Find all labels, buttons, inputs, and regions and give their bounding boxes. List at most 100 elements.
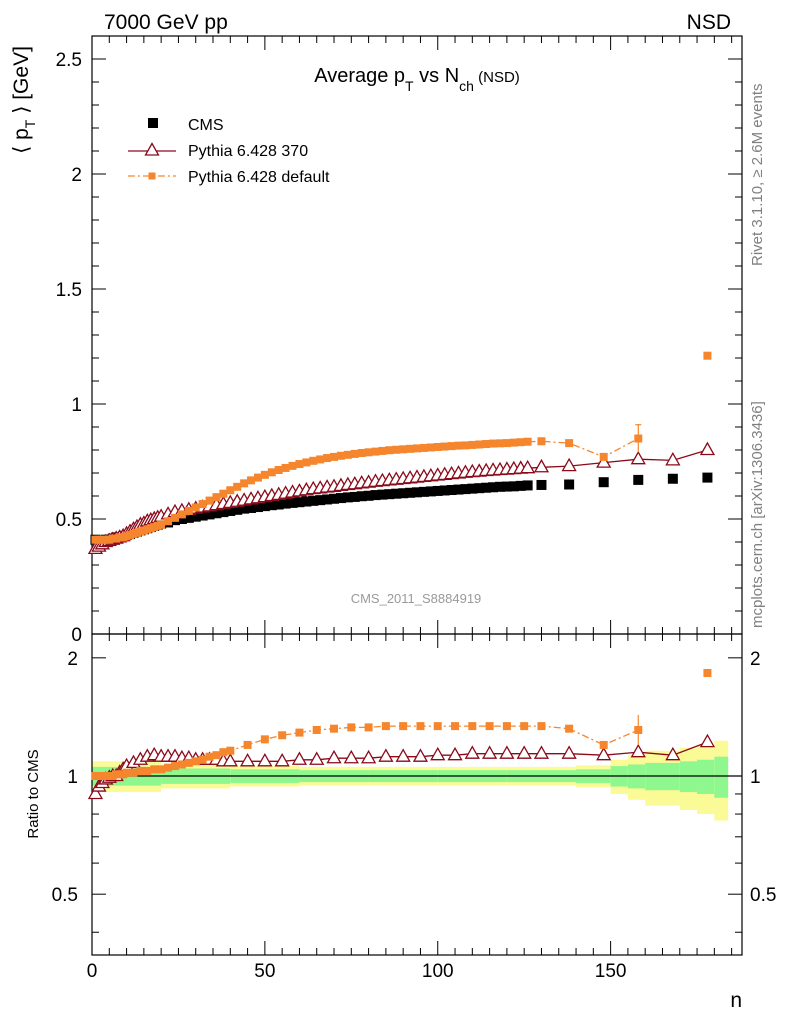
header-right: NSD (687, 11, 731, 34)
point-pythia-370 (699, 441, 716, 456)
point-pythia-default (399, 445, 408, 454)
mcplots-label: mcplots.cern.ch [arXiv:1306.3436] (749, 401, 766, 628)
ratio-point-pythia-370 (291, 751, 308, 765)
y-tick-label-ratio-right: 0.5 (750, 885, 776, 906)
point-cms (190, 511, 201, 522)
point-pythia-default (565, 439, 574, 448)
point-cms (204, 509, 215, 520)
legend-marker-pythia-370 (144, 142, 160, 156)
ratio-point-pythia-default (164, 763, 173, 772)
ratio-point-pythia-370 (630, 743, 646, 758)
ratio-point-pythia-default (219, 748, 228, 757)
point-cms (315, 495, 326, 506)
legend-marker-cms (148, 118, 158, 128)
point-pythia-default (198, 500, 207, 509)
ratio-point-pythia-default (416, 722, 425, 731)
point-cms (474, 483, 485, 494)
point-cms (460, 484, 471, 495)
point-cms (501, 481, 512, 492)
point-cms (398, 488, 409, 499)
point-pythia-370 (630, 450, 646, 465)
legend-label-cms: CMS (188, 117, 224, 134)
point-pythia-default (240, 479, 249, 488)
ratio-point-pythia-370 (699, 733, 716, 748)
svg-text:Average pT vs Nch (NSD): Average pT vs Nch (NSD) (314, 65, 520, 94)
ratio-point-pythia-370 (326, 749, 342, 764)
point-pythia-default (288, 461, 297, 470)
ratio-point-pythia-default (136, 766, 145, 775)
ratio-point-pythia-370 (464, 745, 480, 759)
svg-text:⟨ pT ⟩ [GeV]: ⟨ pT ⟩ [GeV] (10, 46, 38, 154)
point-cms (356, 491, 367, 502)
analysis-watermark: CMS_2011_S8884919 (351, 591, 482, 606)
point-pythia-default (260, 470, 269, 479)
point-pythia-default (226, 486, 235, 495)
point-cms (218, 507, 229, 518)
ratio-point-pythia-370 (481, 745, 498, 759)
point-pythia-default (489, 439, 498, 448)
title-base: Average p (314, 65, 405, 87)
point-pythia-default (392, 445, 401, 454)
point-cms (370, 490, 381, 501)
ratio-point-pythia-default (243, 740, 252, 749)
point-pythia-default (537, 437, 546, 446)
point-pythia-370 (533, 458, 550, 473)
point-pythia-default (357, 448, 366, 457)
point-cms (225, 505, 236, 516)
point-pythia-default (184, 506, 193, 515)
axes: 0 50 100 150 0 0.5 1 1.5 2 2.5 0.5 0.5 1 1 2 2 (52, 35, 776, 982)
point-pythia-default (336, 451, 345, 460)
point-pythia-370 (561, 457, 577, 472)
y-tick-label-main: 2.5 (56, 50, 82, 71)
ratio-point-pythia-default (468, 722, 477, 731)
ratio-point-pythia-default (170, 762, 179, 771)
y-axis-label-main: ⟨ pT ⟩ [GeV] (10, 46, 38, 154)
ratio-point-pythia-default (502, 722, 511, 731)
y-tick-label-ratio-left: 0.5 (52, 885, 78, 906)
point-cms (522, 480, 533, 491)
point-cms (273, 499, 284, 510)
ratio-point-pythia-default (177, 760, 186, 769)
ratio-point-pythia-default (184, 758, 193, 767)
ylabel-post: ⟩ [GeV] (10, 46, 33, 120)
point-pythia-default (205, 496, 214, 505)
y-tick-label-main: 0.5 (56, 510, 82, 531)
point-cms (308, 495, 319, 506)
point-cms (598, 477, 609, 488)
ratio-point-pythia-370 (309, 751, 325, 765)
ratio-point-pythia-370 (561, 745, 577, 759)
legend-item-cms: CMS (148, 117, 224, 134)
y-tick-label-ratio-left: 1 (67, 767, 78, 788)
point-pythia-370 (596, 454, 612, 468)
point-pythia-default (378, 446, 387, 455)
rivet-label: Rivet 3.1.10, ≥ 2.6M events (749, 84, 766, 267)
point-pythia-default (267, 468, 276, 477)
ratio-point-pythia-370 (395, 748, 411, 762)
legend-marker-pythia-default (148, 172, 156, 180)
point-cms (259, 501, 270, 512)
point-pythia-default (440, 442, 449, 451)
point-cms (405, 487, 416, 498)
ratio-point-pythia-default (347, 723, 356, 732)
point-cms (439, 485, 450, 496)
ratio-point-pythia-default (212, 751, 221, 760)
point-cms (425, 486, 436, 497)
header-left: 7000 GeV pp (104, 11, 228, 34)
title-mid: vs N (414, 65, 460, 87)
point-cms (322, 494, 333, 505)
y-tick-label-ratio-right: 2 (750, 649, 761, 670)
point-cms (266, 500, 277, 511)
ratio-point-pythia-default (399, 722, 408, 731)
ratio-point-pythia-default (205, 752, 214, 761)
point-pythia-default (274, 466, 283, 475)
ratio-point-pythia-default (364, 723, 373, 732)
band-inner-segment (714, 756, 729, 798)
point-cms (432, 485, 443, 496)
ratio-point-pythia-370 (447, 746, 463, 761)
point-cms (418, 486, 429, 497)
point-pythia-default (295, 460, 304, 469)
y-tick-label-main: 0 (71, 625, 82, 646)
ratio-point-pythia-370 (378, 748, 394, 762)
ratio-point-pythia-default (150, 765, 159, 774)
ratio-point-pythia-default (703, 668, 712, 677)
